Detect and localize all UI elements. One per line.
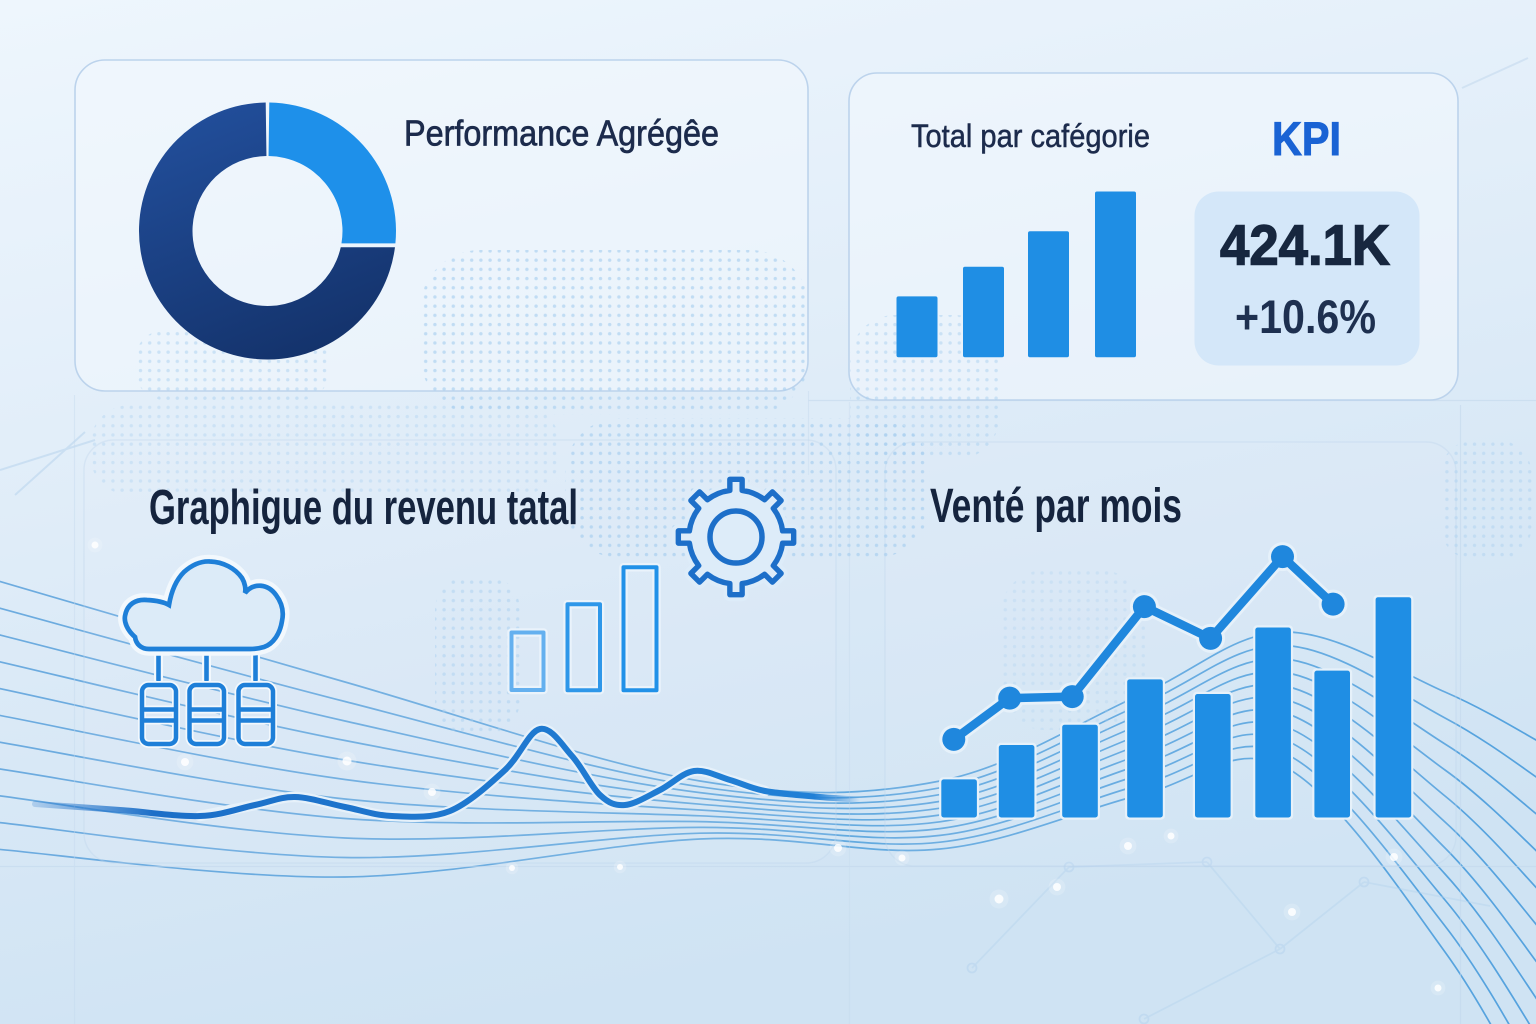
svg-text:424.1K: 424.1K [1220, 214, 1390, 278]
svg-text:+10.6%: +10.6% [1235, 290, 1376, 343]
svg-text:Venté par mois: Venté par mois [930, 480, 1182, 533]
svg-text:Total par cafégorie: Total par cafégorie [911, 118, 1150, 154]
svg-text:Performance Agrégêe: Performance Agrégêe [404, 113, 719, 154]
svg-text:KPI: KPI [1272, 112, 1341, 165]
svg-text:Graphigue du revenu tatal: Graphigue du revenu tatal [149, 481, 578, 535]
